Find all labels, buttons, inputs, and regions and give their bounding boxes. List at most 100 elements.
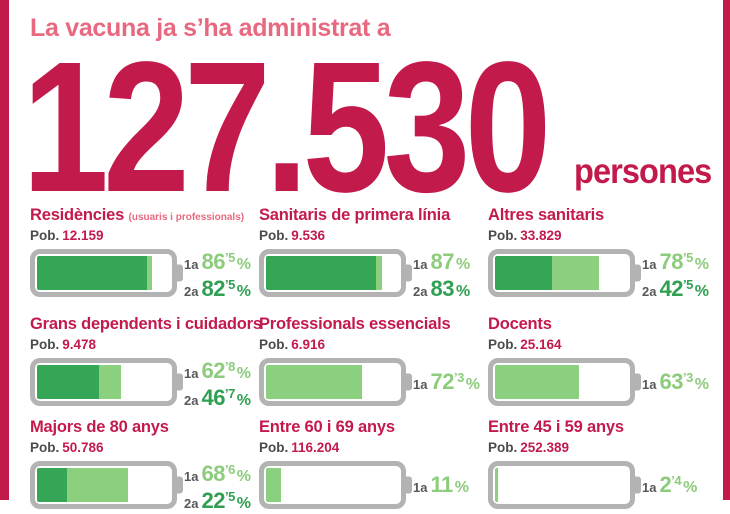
category-title-text: Professionals essencials (259, 315, 451, 333)
dose2-line: 2a 83 % (413, 276, 470, 302)
dose2-percent-sign: % (694, 283, 710, 300)
header-subtitle: La vacuna ja s’ha administrat a (30, 14, 391, 42)
population-value: 50.786 (62, 440, 104, 455)
category-title: Professionals essencials (259, 315, 457, 336)
category-title-text: Majors de 80 anys (30, 418, 169, 436)
dose2-decimal: ’7 (224, 386, 235, 401)
category-title-text: Entre 45 i 59 anys (488, 418, 624, 436)
category-block: Professionals essencials Pob. 6.916 1a 72… (259, 315, 480, 418)
dose2-label: 2a (184, 284, 199, 299)
battery-row: 1a 78 ’5 % 2a 42 ’5 % (488, 249, 709, 302)
category-block: Grans dependents i cuidadors Pob. 9.478 1… (30, 315, 262, 418)
battery-fills (266, 468, 399, 502)
population-value: 12.159 (62, 228, 104, 243)
population-label: Pob. (259, 228, 289, 243)
dose1-fill-bar (99, 365, 121, 399)
dose2-fill-bar (495, 256, 552, 290)
battery-gauge (488, 461, 641, 509)
dose1-line: 1a 87 % (413, 249, 470, 275)
population-value: 6.916 (291, 337, 326, 352)
battery-row: 1a 63 ’3 % (488, 358, 709, 406)
dose1-percent-sign: % (454, 479, 469, 496)
population-value: 33.829 (520, 228, 562, 243)
battery-gauge (30, 461, 183, 509)
population-label: Pob. (488, 228, 518, 243)
dose1-decimal: ’4 (671, 473, 682, 488)
dose1-label: 1a (413, 480, 428, 495)
category-title: Docents (488, 315, 686, 336)
dose2-label: 2a (413, 284, 428, 299)
dose1-value: 62 (201, 358, 225, 383)
dose1-percent-sign: % (694, 256, 710, 273)
dose1-value: 2 (659, 472, 672, 497)
battery-row: 1a 62 ’8 % 2a 46 ’7 % (30, 358, 251, 411)
battery-fills (495, 365, 628, 399)
population-line: Pob. 252.389 (488, 439, 686, 456)
category-block: Residències (usuaris i professionals) Po… (30, 206, 251, 315)
category-block: Docents Pob. 25.164 1a 63 ’3 % (488, 315, 709, 418)
dose1-percent-sign: % (236, 365, 252, 382)
battery-row: 1a 2 ’4 % (488, 461, 697, 509)
population-line: Pob. 9.536 (259, 227, 457, 244)
dose1-line: 1a 86 ’5 % (184, 249, 251, 275)
battery-row: 1a 72 ’3 % (259, 358, 480, 406)
dose1-decimal: ’8 (224, 359, 235, 374)
population-label: Pob. (488, 440, 518, 455)
population-label: Pob. (30, 228, 60, 243)
battery-fills (266, 256, 399, 290)
dose2-percent-sign: % (236, 392, 252, 409)
battery-fills (495, 468, 628, 502)
dose1-fill-bar (266, 468, 281, 502)
population-value: 9.478 (62, 337, 97, 352)
dose-values: 1a 2 ’4 % (642, 461, 697, 509)
battery-gauge (259, 461, 412, 509)
dose1-percent-sign: % (683, 479, 698, 496)
battery-terminal (634, 264, 641, 282)
population-line: Pob. 12.159 (30, 227, 228, 244)
population-label: Pob. (259, 337, 289, 352)
dose1-decimal: ’5 (682, 250, 693, 265)
category-title-text: Docents (488, 315, 552, 333)
dose1-label: 1a (642, 377, 657, 392)
population-line: Pob. 6.916 (259, 336, 457, 353)
dose-values: 1a 78 ’5 % 2a 42 ’5 % (642, 249, 709, 302)
population-value: 25.164 (520, 337, 562, 352)
dose2-line: 2a 22 ’5 % (184, 488, 251, 514)
category-title: Sanitaris de primera línia (259, 206, 457, 227)
population-line: Pob. 116.204 (259, 439, 457, 456)
dose1-fill-bar (266, 365, 363, 399)
dose2-line: 2a 42 ’5 % (642, 276, 709, 302)
left-border-bar (0, 0, 9, 500)
dose-values: 1a 63 ’3 % (642, 358, 709, 406)
dose1-percent-sign: % (236, 468, 252, 485)
dose1-value: 86 (201, 249, 225, 274)
dose1-fill-bar (495, 365, 580, 399)
dose-values: 1a 72 ’3 % (413, 358, 480, 406)
battery-row: 1a 68 ’6 % 2a 22 ’5 % (30, 461, 251, 514)
dose-values: 1a 68 ’6 % 2a 22 ’5 % (184, 461, 251, 514)
category-title: Majors de 80 anys (30, 418, 228, 439)
population-value: 252.389 (520, 440, 570, 455)
dose1-value: 68 (201, 461, 225, 486)
battery-gauge (259, 249, 412, 297)
battery-fills (37, 468, 170, 502)
dose1-percent-sign: % (465, 376, 481, 393)
battery-terminal (634, 373, 641, 391)
dose2-decimal: ’5 (224, 277, 235, 292)
battery-gauge (488, 358, 641, 406)
dose1-label: 1a (184, 469, 199, 484)
dose2-percent-sign: % (455, 283, 471, 300)
categories-grid: Residències (usuaris i professionals) Po… (30, 206, 709, 514)
category-title-note: (usuaris i professionals) (128, 212, 245, 223)
battery-fills (266, 365, 399, 399)
dose1-line: 1a 63 ’3 % (642, 369, 709, 395)
population-label: Pob. (30, 440, 60, 455)
dose2-decimal: ’5 (224, 489, 235, 504)
dose1-value: 87 (430, 249, 454, 274)
total-vaccinated-number: 127.530 (22, 24, 551, 231)
dose-values: 1a 11 % (413, 461, 469, 509)
dose1-percent-sign: % (694, 376, 710, 393)
header-unit-label: persones (574, 152, 712, 191)
dose1-line: 1a 11 % (413, 472, 469, 498)
